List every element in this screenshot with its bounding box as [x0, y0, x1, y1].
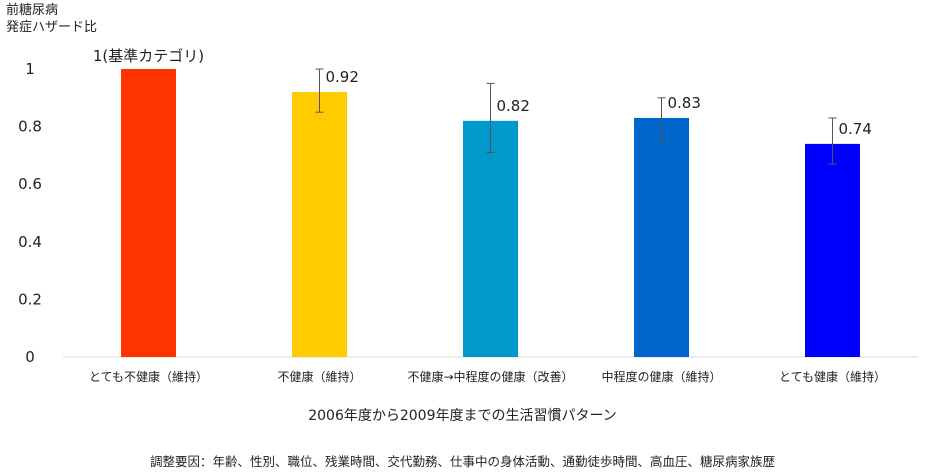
error-bars-group — [315, 68, 837, 165]
y-axis-title-line-1: 前糖尿病 — [6, 3, 59, 18]
bar — [805, 143, 860, 357]
y-tick-label: 0.2 — [18, 290, 42, 308]
bar — [121, 69, 176, 357]
y-axis-title-line-2: 発症ハザード比 — [6, 20, 98, 35]
category-label: とても健康（維持） — [779, 369, 886, 384]
value-label: 0.92 — [326, 68, 359, 86]
error-bar — [828, 117, 837, 165]
y-axis-ticks: 0 0.2 0.4 0.6 0.8 1 — [18, 60, 42, 366]
bar-chart: 0 0.2 0.4 0.6 0.8 1 1(基準カテゴリ) 0.92 0.82 0.83 0.74… — [18, 47, 918, 384]
y-tick-label: 0.6 — [18, 175, 42, 193]
error-bar — [486, 82, 495, 154]
adjustment-footnote: 調整要因：年齢、性別、職位、残業時間、交代勤務、仕事中の身体活動、通勤徒歩時間、… — [149, 454, 775, 469]
bars-group — [121, 69, 860, 358]
category-label: 不健康（維持） — [277, 369, 361, 384]
value-labels-group: 1(基準カテゴリ) 0.92 0.82 0.83 0.74 — [93, 47, 872, 138]
x-axis-title: 2006年度から2009年度までの生活習慣パターン — [308, 408, 617, 424]
y-tick-label: 1 — [25, 60, 35, 78]
value-label: 0.82 — [497, 97, 530, 115]
y-tick-label: 0.4 — [18, 233, 42, 251]
value-label: 0.74 — [839, 120, 872, 138]
category-label: 不健康→中程度の健康（改善） — [407, 369, 573, 384]
y-axis-title: 前糖尿病 発症ハザード比 — [6, 2, 97, 36]
y-tick-label: 0 — [25, 348, 35, 366]
bar — [634, 117, 689, 358]
value-label: 1(基準カテゴリ) — [93, 47, 204, 65]
error-bar — [315, 68, 324, 113]
error-bar — [657, 97, 666, 142]
category-label: とても不健康（維持） — [89, 369, 208, 384]
category-labels-group: とても不健康（維持） 不健康（維持） 不健康→中程度の健康（改善） 中程度の健康（維持… — [89, 369, 886, 384]
bar — [292, 92, 347, 357]
y-tick-label: 0.8 — [18, 118, 42, 136]
bar — [463, 120, 518, 357]
value-label: 0.83 — [668, 94, 701, 112]
category-label: 中程度の健康（維持） — [601, 369, 721, 384]
